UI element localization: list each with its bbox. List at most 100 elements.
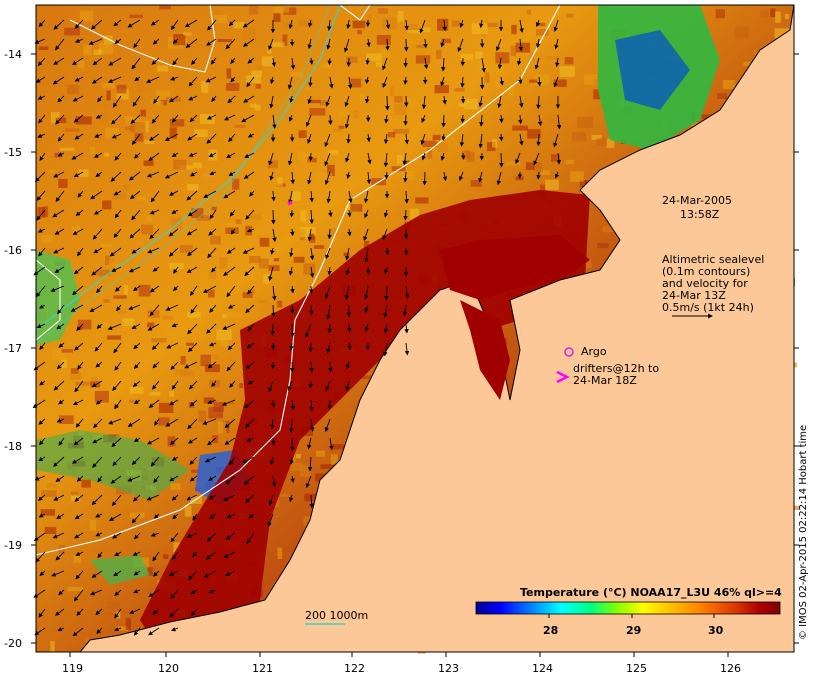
sst-speckle: [309, 99, 321, 104]
velocity-arrow: [146, 494, 160, 501]
velocity-arrow: [518, 95, 524, 108]
sst-speckle: [454, 87, 465, 92]
sst-speckle: [300, 465, 311, 477]
sst-speckle: [169, 263, 184, 270]
sst-speckle: [51, 348, 66, 360]
velocity-arrow: [39, 437, 46, 446]
sst-speckle: [196, 215, 211, 221]
velocity-arrow: [35, 76, 46, 83]
velocity-arrow: [289, 418, 294, 433]
sst-speckle: [38, 46, 49, 50]
sst-speckle: [544, 56, 559, 60]
sst-speckle: [151, 338, 167, 343]
velocity-arrow: [89, 589, 103, 596]
velocity-arrow: [55, 114, 65, 125]
sst-speckle: [179, 245, 193, 254]
velocity-arrow: [245, 209, 255, 220]
velocity-arrow: [226, 361, 236, 372]
velocity-arrow: [246, 228, 255, 233]
velocity-arrow: [149, 228, 160, 240]
sst-speckle: [330, 454, 338, 465]
velocity-arrow: [171, 152, 179, 157]
velocity-arrow: [170, 589, 179, 599]
velocity-arrow: [91, 380, 103, 388]
velocity-arrow: [55, 38, 65, 51]
velocity-arrow: [93, 209, 103, 215]
velocity-arrow: [96, 627, 103, 635]
velocity-arrow: [242, 247, 255, 254]
velocity-arrow: [53, 247, 65, 254]
sst-speckle: [190, 496, 203, 504]
sst-speckle: [331, 444, 344, 450]
sst-speckle: [363, 240, 370, 251]
velocity-arrow: [71, 456, 84, 464]
velocity-arrow: [419, 19, 426, 34]
sst-speckle: [173, 34, 186, 46]
velocity-arrow: [245, 361, 255, 370]
velocity-arrow: [149, 133, 160, 141]
velocity-arrow: [289, 247, 294, 258]
velocity-arrow: [75, 570, 84, 580]
velocity-arrow: [383, 304, 388, 318]
sst-speckle: [358, 375, 372, 379]
sst-speckle: [602, 225, 615, 233]
sst-speckle: [71, 226, 81, 234]
sst-speckle: [416, 44, 425, 49]
altimetry-line-5: 0.5m/s (1kt 24h): [662, 301, 754, 314]
velocity-arrow: [555, 57, 560, 68]
velocity-arrow: [107, 76, 122, 83]
velocity-arrow: [556, 114, 562, 130]
velocity-arrow: [309, 247, 315, 261]
velocity-arrow: [347, 323, 352, 333]
sst-speckle: [173, 542, 181, 552]
velocity-arrow: [478, 171, 483, 183]
velocity-arrow: [112, 456, 122, 466]
sst-speckle: [515, 42, 531, 53]
sst-speckle: [239, 383, 244, 389]
velocity-arrow: [146, 76, 160, 83]
sst-speckle: [571, 132, 586, 142]
velocity-arrow: [327, 323, 332, 334]
velocity-arrow: [404, 323, 409, 334]
sst-speckle: [284, 237, 299, 242]
velocity-arrow: [73, 437, 84, 446]
sst-speckle: [246, 75, 262, 84]
velocity-arrow: [307, 437, 312, 450]
sst-speckle: [462, 123, 468, 129]
sst-speckle: [327, 150, 339, 155]
velocity-arrow: [37, 494, 46, 501]
velocity-arrow: [244, 266, 255, 277]
velocity-arrow: [271, 190, 276, 202]
velocity-arrow: [404, 133, 409, 145]
sst-speckle: [110, 503, 126, 511]
velocity-arrow: [38, 114, 46, 124]
sst-speckle: [137, 196, 146, 201]
sst-speckle: [401, 170, 416, 180]
sst-speckle: [226, 82, 240, 91]
sst-speckle: [451, 20, 460, 27]
velocity-arrow: [132, 380, 141, 387]
sst-speckle: [255, 84, 262, 89]
sst-speckle: [235, 219, 242, 224]
sst-speckle: [116, 84, 127, 94]
sst-speckle: [251, 70, 262, 77]
sst-speckle: [59, 415, 74, 424]
velocity-arrow: [308, 380, 313, 389]
sst-speckle: [103, 299, 110, 303]
sst-speckle: [512, 125, 528, 131]
velocity-arrow: [403, 171, 408, 183]
sst-speckle: [210, 355, 219, 360]
velocity-arrow: [308, 152, 313, 162]
velocity-arrow: [230, 57, 236, 65]
sst-speckle: [109, 258, 115, 262]
sst-speckle: [169, 390, 174, 397]
velocity-arrow: [344, 285, 350, 300]
sst-speckle: [199, 114, 215, 124]
velocity-arrow: [187, 570, 198, 581]
velocity-arrow: [307, 38, 312, 50]
timestamp-time: 13:58Z: [680, 208, 720, 221]
velocity-arrow: [497, 95, 502, 109]
sst-speckle: [314, 245, 325, 249]
velocity-arrow: [553, 19, 559, 32]
sst-speckle: [263, 274, 270, 284]
